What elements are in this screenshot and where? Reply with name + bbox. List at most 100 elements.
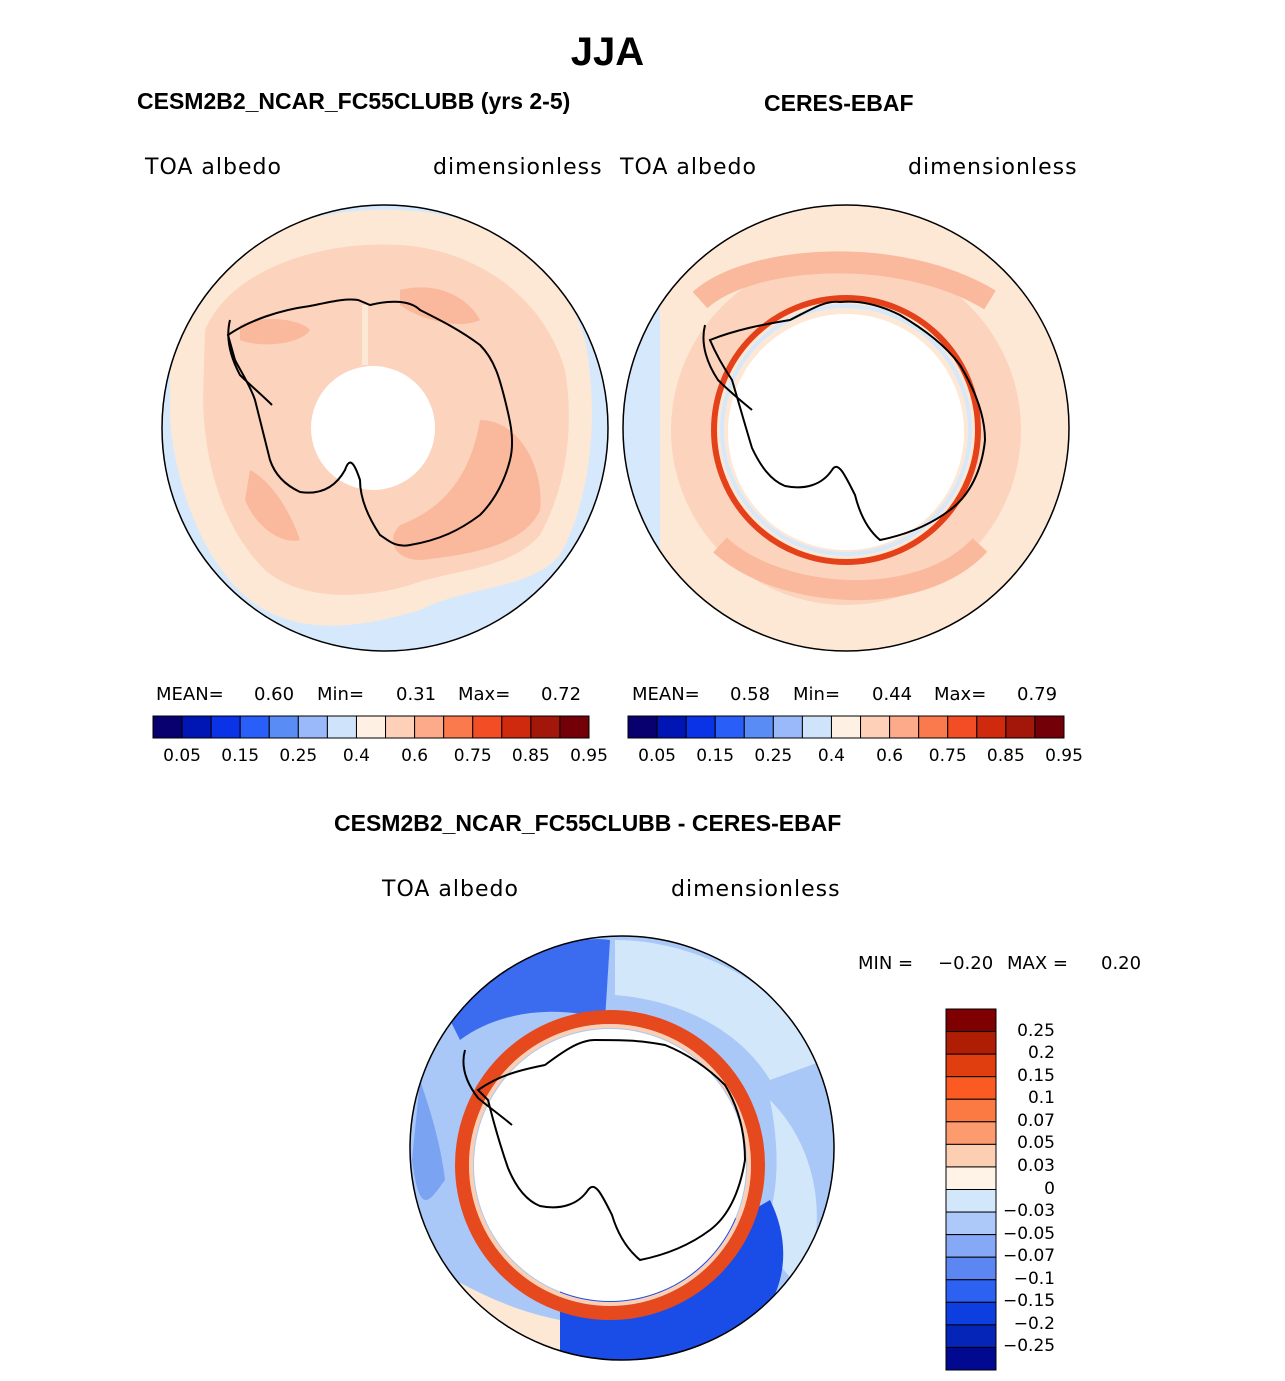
panel1-min-value: 0.31 [396, 684, 437, 705]
panel2-map-border [622, 204, 1070, 652]
panel2-colorbar-box [1005, 715, 1036, 739]
panel3-min-label: MIN = [858, 953, 914, 974]
panel1-antarctica-outline [226, 298, 514, 547]
figure-title: JJA [570, 30, 645, 74]
panel3-colorbar-box [945, 1346, 997, 1371]
panel3-colorbar-label: −0.25 [1003, 1336, 1056, 1357]
panel2-polar-hole [728, 314, 964, 550]
panel2-colorbar-box [976, 715, 1007, 739]
panel3-min-value: −0.20 [938, 953, 994, 974]
panel3-antarctica-outline [476, 1038, 747, 1262]
panel1-polar-hole [311, 366, 435, 490]
panel3-map-border [409, 935, 835, 1361]
panel3-contour-neg-north-west [440, 939, 610, 1040]
panel3-colorbar-box [945, 1008, 997, 1033]
panel2-colorbar-box [1034, 715, 1065, 739]
panel1-map [161, 204, 609, 652]
panel3-colorbar-label: 0 [1044, 1178, 1055, 1199]
panel1-max-value: 0.72 [541, 684, 582, 705]
panel3-colorbar-box [945, 1234, 997, 1258]
panel1-max-label: Max= [458, 684, 511, 705]
panel2-map [622, 204, 1070, 652]
panel2-antarctica-outline [708, 300, 987, 542]
panel3-positive-ring-inner [469, 1024, 751, 1306]
panel3-colorbar-label: −0.07 [1003, 1246, 1056, 1267]
panel2-contour-065-south [713, 537, 988, 600]
panel1-contour-stripe [362, 305, 368, 365]
panel3-colorbar-box [945, 1031, 997, 1055]
panel3-colorbar-label: 0.25 [1017, 1020, 1055, 1041]
panel1-min-label: Min= [317, 684, 365, 705]
panel2-variable: TOA albedo [620, 155, 757, 180]
panel1-colorbar [152, 715, 590, 739]
panel1-contour-065-b [400, 287, 480, 325]
panel1-colorbar-label: 0.95 [570, 746, 608, 766]
panel3-colorbar-box [945, 1301, 997, 1326]
panel2-colorbar-labels: 0.05 0.15 0.25 0.4 0.6 0.75 0.85 0.95 [627, 746, 1083, 768]
panel3-colorbar-label: −0.15 [1003, 1291, 1056, 1312]
panel3-colorbar-label: 0.07 [1017, 1110, 1055, 1131]
panel2-colorbar-label: 0.6 [876, 746, 904, 766]
panel1-colorbar-label: 0.25 [279, 746, 318, 766]
panel2-colorbar-label: 0.05 [638, 746, 676, 766]
panel1-colorbar-labels: 0.05 0.15 0.25 0.4 0.6 0.75 0.85 0.95 [152, 746, 608, 768]
panel2-title: CERES-EBAF [764, 90, 914, 116]
panel3-colorbar-box [945, 1324, 997, 1348]
panel3-colorbar-box [945, 1189, 997, 1213]
panel2-colorbar-label: 0.85 [986, 746, 1025, 766]
panel3-colorbar-label: 0.05 [1017, 1133, 1055, 1154]
panel3-colorbar-label: −0.2 [1013, 1313, 1055, 1334]
panel3-colorbar-box [945, 1279, 997, 1303]
panel3-max-value: 0.20 [1101, 953, 1142, 974]
panel2-colorbar-box [947, 715, 978, 739]
panel3-colorbar-label: −0.1 [1013, 1268, 1055, 1289]
panel3-colorbar-box [945, 1076, 997, 1100]
panel2-colorbar-label: 0.25 [754, 746, 793, 766]
panel1-peninsula-outline [227, 319, 273, 406]
panel3-map [409, 935, 835, 1361]
panel2-contour-065-north [692, 251, 996, 310]
panel3-colorbar-box [945, 1143, 997, 1168]
panel2-colorbar-label: 0.95 [1045, 746, 1083, 766]
panel3-colorbar-box [945, 1053, 997, 1078]
panel3-colorbar-label: 0.2 [1027, 1043, 1055, 1064]
panel3-peninsula-outline [462, 1049, 513, 1126]
panel1-contour-065-c [392, 420, 541, 560]
panel3-units: dimensionless [671, 877, 841, 902]
panel3-colorbar-box [945, 1098, 997, 1123]
panel3-colorbar [945, 1008, 997, 1371]
panel1-variable: TOA albedo [145, 155, 282, 180]
panel1-contour-065-d [245, 470, 300, 541]
panel2-mean-label: MEAN= [632, 684, 700, 705]
panel1-colorbar-label: 0.85 [511, 746, 550, 766]
panel3-colorbar-label: −0.05 [1003, 1223, 1056, 1244]
panel1-colorbar-label: 0.75 [453, 746, 492, 766]
panel3-colorbar-box [945, 1121, 997, 1145]
panel3-colorbar-label: 0.1 [1027, 1088, 1055, 1109]
panel3-contour-zero-north-east [615, 940, 825, 1080]
panel3-colorbar-labels: 0.25 0.2 0.15 0.1 0.07 0.05 0.03 0 −0.03 −0.05 −0.… [1003, 1008, 1083, 1371]
panel2-inner-blue-ring [720, 304, 972, 556]
panel2-max-value: 0.79 [1017, 684, 1058, 705]
panel3-contour-neg-west [412, 1080, 445, 1200]
panel2-colorbar-box [918, 715, 949, 739]
panel3-positive-ring [455, 1010, 765, 1320]
panel3-title: CESM2B2_NCAR_FC55CLUBB - CERES-EBAF [334, 810, 842, 836]
panel2-colorbar-label: 0.4 [817, 746, 845, 766]
panel3-colorbar-box [945, 1256, 997, 1281]
panel1-contour-065-a [240, 318, 310, 345]
panel3-colorbar-box [945, 1166, 997, 1190]
panel2-colorbar-label: 0.15 [696, 746, 735, 766]
panel1-map-border [161, 204, 609, 652]
panel1-title: CESM2B2_NCAR_FC55CLUBB (yrs 2-5) [137, 88, 571, 114]
panel2-colorbar-label: 0.75 [928, 746, 967, 766]
panel1-colorbar-box [559, 715, 590, 739]
panel2-min-value: 0.44 [872, 684, 913, 705]
panel3-colorbar-box [945, 1211, 997, 1236]
panel2-min-label: Min= [793, 684, 841, 705]
panel1-colorbar-label: 0.4 [342, 746, 370, 766]
panel1-mean-label: MEAN= [156, 684, 224, 705]
panel2-max-label: Max= [934, 684, 987, 705]
panel3-polar-hole [474, 1029, 746, 1301]
panel2-colorbar [627, 715, 1065, 739]
